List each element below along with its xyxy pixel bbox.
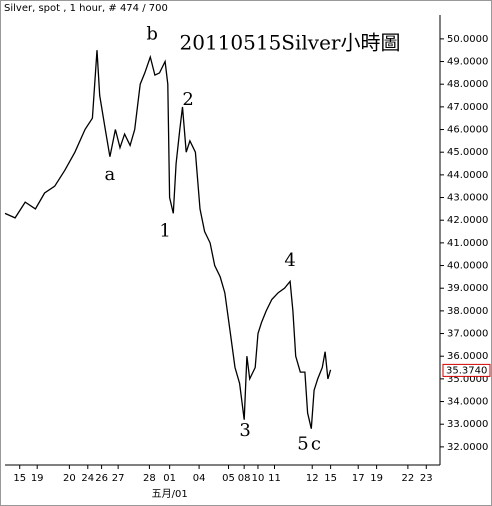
y-tick-label: 50.0000: [447, 34, 488, 45]
x-tick-label: 15: [13, 473, 26, 484]
y-tick-label: 46.0000: [447, 125, 488, 136]
wave-label: 5: [297, 434, 308, 455]
x-tick-label: 15: [324, 473, 337, 484]
y-tick-label: 38.0000: [447, 306, 488, 317]
x-tick-label: 12: [306, 473, 319, 484]
wave-label: 3: [239, 420, 250, 441]
wave-label: 4: [284, 250, 295, 271]
y-tick-label: 49.0000: [447, 57, 488, 68]
x-tick-label: 08: [238, 473, 251, 484]
month-label: 五月/01: [152, 488, 188, 500]
x-tick-label: 17: [352, 473, 365, 484]
wave-label: c: [311, 434, 321, 455]
y-tick-label: 43.0000: [447, 193, 488, 204]
wave-label: a: [104, 164, 115, 185]
y-tick-label: 33.0000: [447, 419, 488, 430]
x-tick-label: 24: [81, 473, 94, 484]
y-tick-label: 45.0000: [447, 147, 488, 158]
x-tick-label: 05: [222, 473, 235, 484]
x-tick-label: 04: [193, 473, 206, 484]
y-tick-label: 41.0000: [447, 238, 488, 249]
y-tick-label: 42.0000: [447, 215, 488, 226]
x-tick-label: 28: [143, 473, 156, 484]
chart-header: Silver, spot , 1 hour, # 474 / 700: [4, 3, 168, 14]
y-tick-label: 34.0000: [447, 397, 488, 408]
last-value-label: 35.3740: [446, 365, 487, 376]
price-line: [4, 50, 332, 429]
x-tick-label: 26: [95, 473, 108, 484]
x-tick-label: 10: [252, 473, 265, 484]
x-tick-label: 20: [63, 473, 76, 484]
x-tick-label: 19: [370, 473, 383, 484]
y-tick-label: 36.0000: [447, 351, 488, 362]
x-tick-label: 01: [163, 473, 176, 484]
y-tick-label: 39.0000: [447, 283, 488, 294]
y-tick-label: 44.0000: [447, 170, 488, 181]
x-tick-label: 23: [420, 473, 433, 484]
x-tick-label: 19: [31, 473, 44, 484]
last-value-box: [442, 363, 491, 377]
wave-label: b: [146, 23, 158, 44]
y-tick-label: 32.0000: [447, 442, 488, 453]
y-tick-label: 47.0000: [447, 102, 488, 113]
x-tick-label: 11: [268, 473, 281, 484]
y-tick-label: 40.0000: [447, 261, 488, 272]
y-tick-label: 48.0000: [447, 79, 488, 90]
wave-label: 1: [159, 221, 170, 242]
chart-title: 20110515Silver小時圖: [180, 31, 401, 55]
wave-label: 2: [182, 89, 193, 110]
y-tick-label: 37.0000: [447, 329, 488, 340]
x-tick-label: 27: [112, 473, 125, 484]
x-tick-label: 22: [402, 473, 415, 484]
y-tick-label: 35.0000: [447, 374, 488, 385]
